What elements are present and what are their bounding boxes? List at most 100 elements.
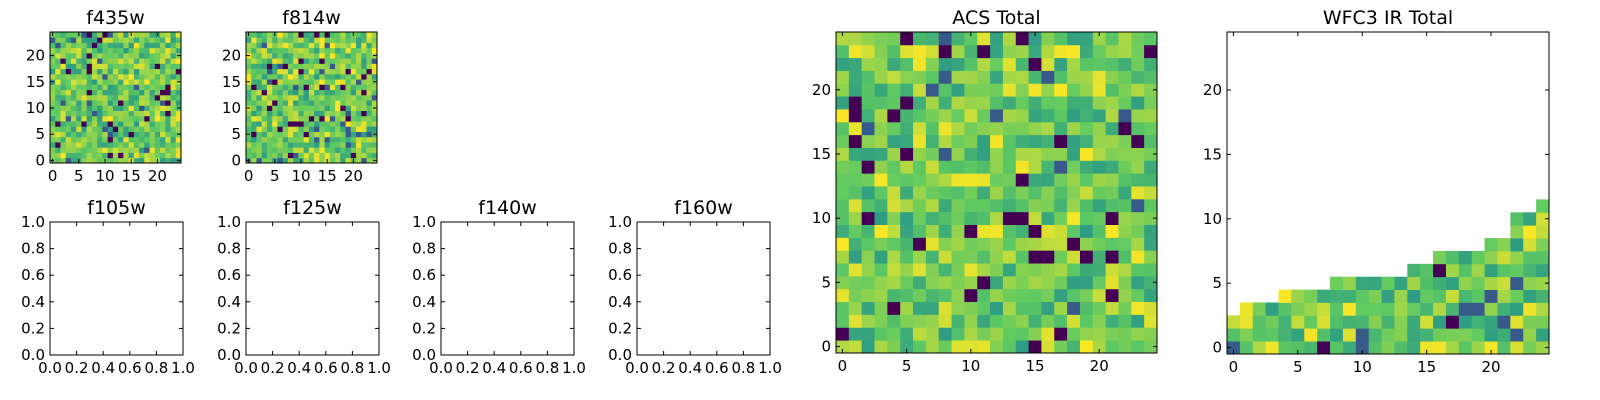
heatmap-cell [335, 94, 341, 101]
heatmap-cell [298, 52, 305, 59]
heatmap-cell [361, 115, 367, 122]
heatmap-cell [298, 68, 305, 75]
heatmap-cell [887, 301, 901, 315]
heatmap-cell [91, 147, 98, 153]
heatmap-cell [154, 147, 161, 153]
heatmap-cell [65, 94, 72, 101]
heatmap-cell [1471, 276, 1485, 290]
heatmap-cell [261, 84, 268, 91]
heatmap-cell [1394, 315, 1408, 329]
x-tick-label: 20 [148, 167, 167, 185]
heatmap-cell [160, 131, 166, 138]
heatmap-cell [356, 32, 362, 38]
x-tick-label: 0.6 [118, 359, 142, 377]
heatmap-cell [861, 96, 875, 110]
heatmap-cell [112, 89, 119, 96]
heatmap-cell [165, 105, 171, 111]
heatmap-cell [329, 89, 336, 96]
heatmap-cell [1079, 70, 1094, 84]
heatmap-cell [1239, 302, 1254, 316]
heatmap-cell [170, 115, 177, 122]
x-tick-label: 0.8 [535, 359, 559, 377]
heatmap-cell [303, 79, 310, 85]
heatmap-cell [107, 152, 114, 159]
heatmap-cell [133, 73, 140, 80]
heatmap-cell [287, 105, 294, 111]
heatmap-cell [1067, 275, 1081, 290]
heatmap-cell [345, 89, 352, 96]
heatmap-cell [76, 121, 82, 127]
panel-title: f125w [283, 197, 342, 219]
heatmap-cell [324, 126, 331, 132]
heatmap-cell [1041, 109, 1055, 123]
heatmap-cell [91, 47, 98, 54]
heatmap-cell [266, 32, 273, 38]
heatmap-cell [319, 142, 325, 148]
heatmap-cell [102, 84, 109, 91]
heatmap-cell [913, 263, 927, 277]
heatmap-cell [1317, 328, 1331, 342]
heatmap-cell [55, 121, 61, 127]
heatmap-cell [128, 115, 135, 122]
heatmap-cell [1092, 263, 1107, 277]
heatmap-cell [900, 237, 914, 251]
heatmap-cell [170, 100, 177, 106]
heatmap-cell [160, 37, 166, 43]
heatmap-cell [91, 121, 98, 127]
heatmap-cell [76, 110, 82, 117]
heatmap-cell [925, 32, 940, 46]
heatmap-cell [118, 79, 124, 85]
x-tick-label: 0.0 [234, 359, 258, 377]
y-tick-label: 5 [231, 125, 241, 143]
heatmap-cell [118, 37, 124, 43]
y-tick-label: 0.8 [217, 240, 241, 258]
heatmap-cell [272, 84, 278, 91]
heatmap-cell [848, 301, 863, 315]
heatmap-cell [149, 58, 156, 64]
heatmap-cell [91, 32, 98, 38]
y-tick-label: 1.0 [21, 213, 45, 231]
heatmap-cell [861, 109, 875, 123]
heatmap-cell [1002, 147, 1017, 161]
y-tick-label: 0 [821, 338, 831, 356]
heatmap-cell [287, 110, 294, 117]
heatmap-cell [128, 52, 135, 59]
heatmap-cell [308, 94, 315, 101]
heatmap-cell [1028, 32, 1042, 46]
heatmap-cell [1144, 96, 1158, 110]
heatmap-cell [277, 79, 284, 85]
heatmap-cell [990, 121, 1004, 136]
heatmap-cell [951, 288, 965, 303]
heatmap-cell [86, 63, 93, 70]
heatmap-cell [925, 83, 940, 97]
heatmap-cell [118, 47, 124, 54]
heatmap-cell [1118, 70, 1132, 84]
heatmap-cell [287, 157, 294, 164]
heatmap-cell [1015, 250, 1029, 264]
heatmap-cell [361, 147, 367, 153]
x-tick-label: 20 [344, 167, 363, 185]
heatmap-cell [139, 115, 145, 122]
heatmap-cell [1105, 109, 1119, 123]
heatmap-cell [977, 109, 991, 123]
heatmap-cell [165, 94, 171, 101]
heatmap-cell [175, 47, 182, 54]
heatmap-cell [298, 152, 305, 159]
heatmap-cell [1041, 134, 1055, 148]
heatmap-cell [887, 314, 901, 328]
heatmap-cell [261, 73, 268, 80]
heatmap-cell [102, 89, 109, 96]
heatmap-cell [293, 32, 299, 38]
heatmap-cell [1092, 211, 1107, 225]
heatmap-cell [874, 173, 888, 187]
heatmap-cell [149, 89, 156, 96]
heatmap-cell [340, 136, 346, 143]
heatmap-cell [371, 42, 378, 49]
heatmap-cell [55, 110, 61, 117]
heatmap-cell [848, 109, 863, 123]
heatmap-cell [848, 327, 863, 341]
heatmap-cell [303, 73, 310, 80]
heatmap-cell [86, 110, 93, 117]
heatmap-cell [277, 37, 284, 43]
heatmap-cell [76, 58, 82, 64]
